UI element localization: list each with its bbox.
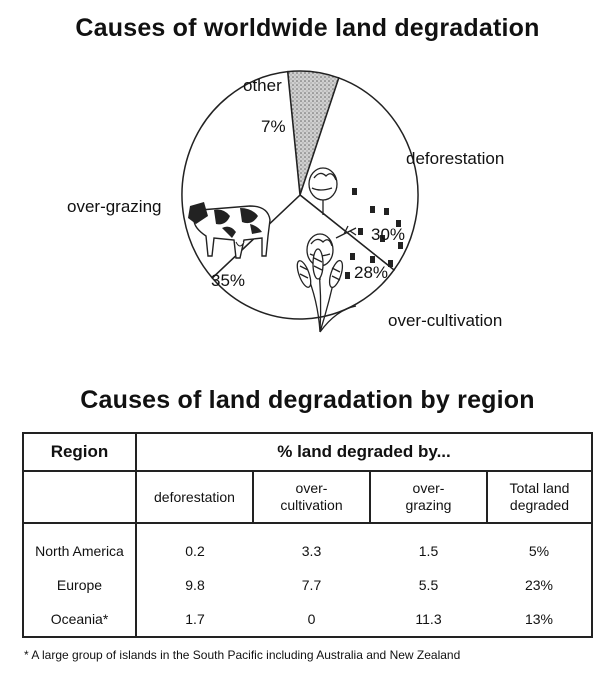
cell: 23% bbox=[487, 568, 593, 602]
col-header: Total land degraded bbox=[486, 470, 593, 524]
cell: 0.2 bbox=[185, 543, 205, 559]
label-over-grazing: over-grazing bbox=[67, 197, 162, 216]
degradation-table: Region % land degraded by... deforestati… bbox=[22, 432, 593, 638]
cow-icon bbox=[188, 202, 271, 259]
row-region: Oceania* bbox=[22, 602, 137, 638]
col-header: deforestation bbox=[135, 470, 254, 524]
header-region: Region bbox=[22, 432, 137, 472]
cell: 5.5 bbox=[418, 577, 439, 593]
value-other: 7% bbox=[261, 117, 286, 136]
cell: 7.7 bbox=[301, 577, 322, 593]
value-deforestation: 30% bbox=[371, 225, 406, 244]
value-over-cultivation: 28% bbox=[354, 263, 389, 282]
cell: 1.7 bbox=[136, 602, 253, 638]
label-deforestation: deforestation bbox=[406, 149, 505, 168]
cell: 3.3 bbox=[301, 543, 322, 559]
table-row: North America 0.2 3.3 1.5 5% bbox=[22, 534, 593, 568]
cell: 5% bbox=[487, 534, 593, 568]
cell: 1.5 bbox=[418, 543, 439, 559]
cell: 13% bbox=[487, 602, 593, 638]
header-group: % land degraded by... bbox=[135, 432, 593, 472]
sub-header-blank bbox=[22, 470, 137, 524]
table-row: Oceania* 1.7 0 11.3 13% bbox=[22, 602, 593, 638]
col-header: over- grazing bbox=[369, 470, 488, 524]
pie-chart-title: Causes of worldwide land degradation bbox=[75, 14, 540, 42]
cell: 11.3 bbox=[370, 602, 487, 638]
value-over-grazing: 35% bbox=[211, 271, 246, 290]
pie-slice-deforestation bbox=[299, 76, 419, 272]
pie-slice-over-cultivation bbox=[211, 194, 396, 320]
label-over-cultivation: over-cultivation bbox=[388, 311, 503, 330]
cell: 0 bbox=[253, 602, 370, 638]
wheat-icon bbox=[296, 248, 357, 333]
col-header: over- cultivation bbox=[252, 470, 371, 524]
footnote: * A large group of islands in the South … bbox=[24, 648, 461, 662]
cell: 9.8 bbox=[185, 577, 205, 593]
pie-chart bbox=[181, 70, 419, 333]
table-row: Europe 9.8 7.7 5.5 23% bbox=[22, 568, 593, 602]
row-region: Europe bbox=[22, 568, 137, 602]
table-title: Causes of land degradation by region bbox=[80, 386, 535, 414]
row-region: North America bbox=[22, 534, 137, 568]
label-other: other bbox=[243, 76, 282, 95]
